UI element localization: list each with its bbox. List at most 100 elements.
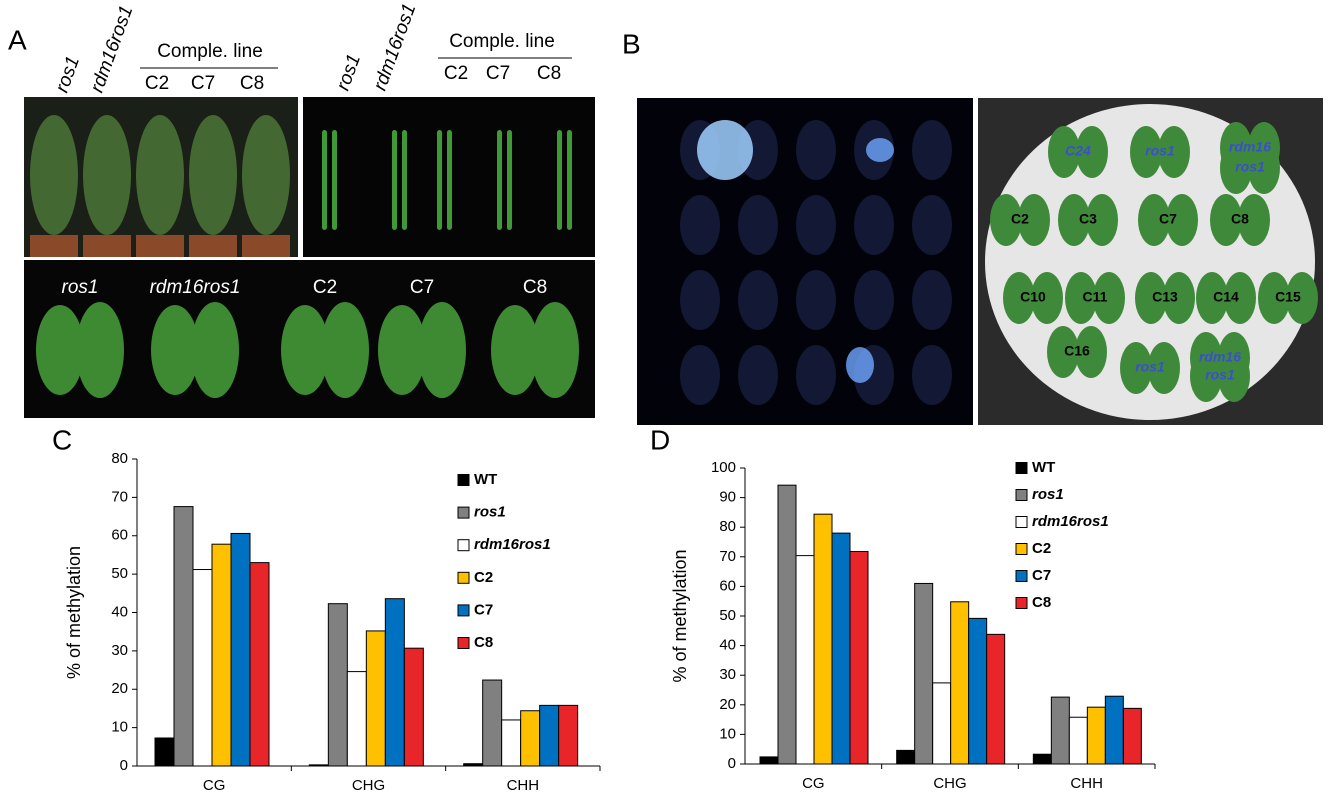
leaf: [1093, 272, 1125, 324]
leaf: [1210, 194, 1242, 246]
silique: [392, 130, 397, 230]
bar: [384, 598, 405, 767]
line-label: C7: [191, 73, 215, 94]
bar: [759, 756, 779, 765]
silique: [447, 130, 452, 230]
leaf: [1166, 194, 1198, 246]
plate-label: ros1: [1205, 367, 1235, 383]
x-tick-label: CG: [203, 777, 226, 794]
legend-label: rdm16ros1: [1032, 513, 1109, 530]
leaf-glow: [912, 195, 952, 255]
leaf-glow: [738, 195, 778, 255]
leaf: [1190, 350, 1222, 402]
bar: [154, 737, 175, 767]
plant: [83, 115, 131, 235]
y-tick-label: 70: [719, 548, 736, 565]
legend-label: WT: [474, 471, 497, 488]
plate-label: rdm16: [1229, 139, 1271, 155]
y-tick-label: 70: [111, 488, 128, 505]
leaf-glow: [680, 270, 720, 330]
x-tick-label: CHG: [352, 777, 385, 794]
leaf: [1065, 272, 1097, 324]
leaf-label: C7: [410, 277, 434, 298]
plate-label: C3: [1079, 211, 1097, 227]
leaf: [1086, 194, 1118, 246]
silique: [507, 130, 512, 230]
line-label: C8: [240, 73, 264, 94]
plate-label: C8: [1231, 211, 1249, 227]
legend-label: C2: [474, 569, 493, 586]
bar: [986, 633, 1006, 765]
bar: [308, 764, 329, 767]
line-label: C7: [486, 63, 510, 84]
bar: [1122, 707, 1142, 765]
bar: [1086, 706, 1106, 765]
panel-letter: B: [622, 28, 641, 59]
genotype-label: rdm16ros1: [87, 3, 138, 96]
leaf: [1248, 142, 1280, 194]
y-tick-label: 90: [719, 489, 736, 506]
leaf-label: C2: [313, 277, 337, 298]
panel-letter: C: [52, 424, 72, 455]
leaf: [1258, 272, 1290, 324]
bar: [463, 763, 484, 767]
leaf: [36, 305, 84, 395]
legend-label: rdm16ros1: [474, 536, 551, 553]
leaf-glow: [796, 120, 836, 180]
bar: [1050, 696, 1070, 765]
plate-label: C13: [1152, 289, 1178, 305]
pot: [136, 235, 184, 257]
leaf-glow: [854, 195, 894, 255]
plate-label: ros1: [1135, 359, 1165, 375]
y-tick-label: 40: [719, 637, 736, 654]
bar: [932, 682, 952, 765]
bar: [1032, 753, 1052, 765]
leaf: [1163, 272, 1195, 324]
plate-label: C14: [1213, 289, 1239, 305]
bar: [520, 710, 541, 767]
leaf: [1076, 126, 1108, 178]
leaf: [1075, 326, 1107, 378]
legend-swatch: [457, 539, 470, 552]
leaf: [1196, 272, 1228, 324]
y-tick-label: 20: [111, 680, 128, 697]
leaf: [1058, 194, 1090, 246]
leaf: [1135, 272, 1167, 324]
silique: [497, 130, 502, 230]
pot: [242, 235, 290, 257]
y-tick-label: 10: [719, 725, 736, 742]
silique: [437, 130, 442, 230]
legend-label: WT: [1032, 459, 1055, 476]
leaf: [1220, 142, 1252, 194]
leaf-glow: [796, 345, 836, 405]
silique: [332, 130, 337, 230]
legend-label: ros1: [1032, 486, 1064, 503]
bar: [211, 543, 232, 767]
bar: [230, 532, 251, 767]
legend-label: C2: [1032, 540, 1051, 557]
leaf-label: ros1: [62, 277, 99, 298]
legend-label: C8: [474, 634, 493, 651]
panel-letter: D: [650, 424, 670, 455]
bar: [968, 617, 988, 765]
hotspot: [866, 138, 894, 162]
x-tick-label: CHG: [933, 775, 966, 792]
y-tick-label: 30: [719, 666, 736, 683]
x-tick-label: CHH: [507, 777, 540, 794]
group-label: Comple. line: [449, 31, 555, 52]
bar: [896, 749, 916, 765]
bar: [249, 562, 270, 767]
leaf-glow: [680, 195, 720, 255]
leaf: [1286, 272, 1318, 324]
y-tick-label: 100: [711, 459, 736, 476]
leaf: [1130, 126, 1162, 178]
y-tick-label: 20: [719, 696, 736, 713]
leaf: [378, 305, 426, 395]
y-tick-label: 80: [719, 518, 736, 535]
legend-swatch: [1015, 570, 1028, 582]
x-tick-label: CHH: [1070, 775, 1103, 792]
leaf: [76, 302, 124, 398]
leaf: [1238, 194, 1270, 246]
leaf: [321, 302, 369, 398]
bar: [365, 630, 386, 767]
